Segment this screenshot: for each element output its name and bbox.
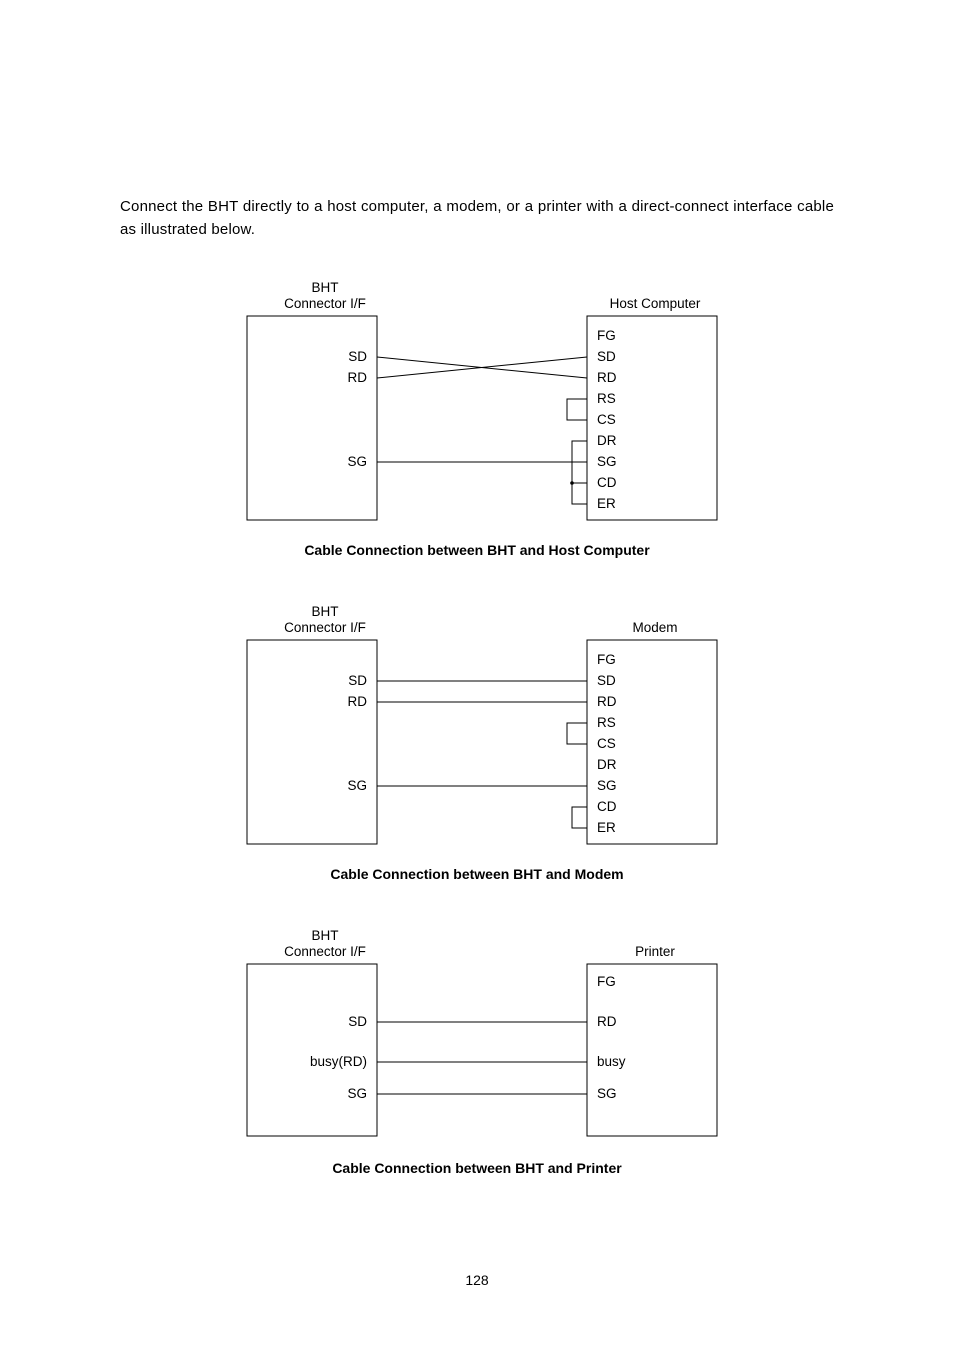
caption-3: Cable Connection between BHT and Printer bbox=[120, 1160, 834, 1176]
d3-l-SG: SG bbox=[347, 1086, 367, 1101]
diagram-modem: BHT Connector I/F Modem FG SD RD RS CS D… bbox=[217, 602, 737, 852]
intro-text: Connect the BHT directly to a host compu… bbox=[120, 195, 834, 242]
d2-r-ER: ER bbox=[597, 820, 616, 835]
d2-r-CD: CD bbox=[597, 799, 617, 814]
d1-l-SD: SD bbox=[348, 349, 367, 364]
d3-left-hdr1: BHT bbox=[312, 928, 339, 943]
d3-right-hdr: Printer bbox=[635, 944, 675, 959]
d2-l-RD: RD bbox=[348, 694, 368, 709]
d2-left-box bbox=[247, 640, 377, 844]
d3-left-hdr2: Connector I/F bbox=[284, 944, 366, 959]
d1-left-hdr2: Connector I/F bbox=[284, 296, 366, 311]
d1-r-CD: CD bbox=[597, 475, 617, 490]
d3-r-FG: FG bbox=[597, 974, 616, 989]
d2-right-hdr: Modem bbox=[632, 620, 677, 635]
d2-r-SG: SG bbox=[597, 778, 617, 793]
d3-l-busyRD: busy(RD) bbox=[310, 1054, 367, 1069]
d1-r-SG: SG bbox=[597, 454, 617, 469]
d1-dr-er-loop bbox=[572, 441, 587, 504]
d3-l-SD: SD bbox=[348, 1014, 367, 1029]
d1-l-RD: RD bbox=[348, 370, 368, 385]
d3-r-SG: SG bbox=[597, 1086, 617, 1101]
d3-right-box bbox=[587, 964, 717, 1136]
d3-r-RD: RD bbox=[597, 1014, 617, 1029]
d1-cd-dot bbox=[570, 481, 574, 485]
d1-right-hdr: Host Computer bbox=[610, 296, 701, 311]
page: Connect the BHT directly to a host compu… bbox=[0, 0, 954, 1348]
d1-r-RS: RS bbox=[597, 391, 616, 406]
caption-1: Cable Connection between BHT and Host Co… bbox=[120, 542, 834, 558]
d3-r-busy: busy bbox=[597, 1054, 626, 1069]
diagram-printer: BHT Connector I/F Printer FG RD busy SG … bbox=[217, 926, 737, 1146]
d1-left-box bbox=[247, 316, 377, 520]
d1-r-FG: FG bbox=[597, 328, 616, 343]
d2-r-CS: CS bbox=[597, 736, 616, 751]
d2-r-RD: RD bbox=[597, 694, 617, 709]
page-number: 128 bbox=[0, 1272, 954, 1288]
diagram-host-computer: BHT Connector I/F Host Computer FG SD RD… bbox=[217, 278, 737, 528]
d2-r-DR: DR bbox=[597, 757, 617, 772]
d2-r-SD: SD bbox=[597, 673, 616, 688]
d1-r-SD: SD bbox=[597, 349, 616, 364]
d1-l-SG: SG bbox=[347, 454, 367, 469]
d1-r-CS: CS bbox=[597, 412, 616, 427]
d2-left-hdr2: Connector I/F bbox=[284, 620, 366, 635]
d1-rs-cs-loop bbox=[567, 399, 587, 420]
d2-l-SG: SG bbox=[347, 778, 367, 793]
d3-left-box bbox=[247, 964, 377, 1136]
d1-r-ER: ER bbox=[597, 496, 616, 511]
d2-rs-cs-loop bbox=[567, 723, 587, 744]
d2-left-hdr1: BHT bbox=[312, 604, 339, 619]
d2-cd-er-loop bbox=[572, 807, 587, 828]
d1-left-hdr1: BHT bbox=[312, 280, 339, 295]
caption-2: Cable Connection between BHT and Modem bbox=[120, 866, 834, 882]
d2-r-FG: FG bbox=[597, 652, 616, 667]
d1-r-RD: RD bbox=[597, 370, 617, 385]
d2-r-RS: RS bbox=[597, 715, 616, 730]
d1-r-DR: DR bbox=[597, 433, 617, 448]
d2-l-SD: SD bbox=[348, 673, 367, 688]
